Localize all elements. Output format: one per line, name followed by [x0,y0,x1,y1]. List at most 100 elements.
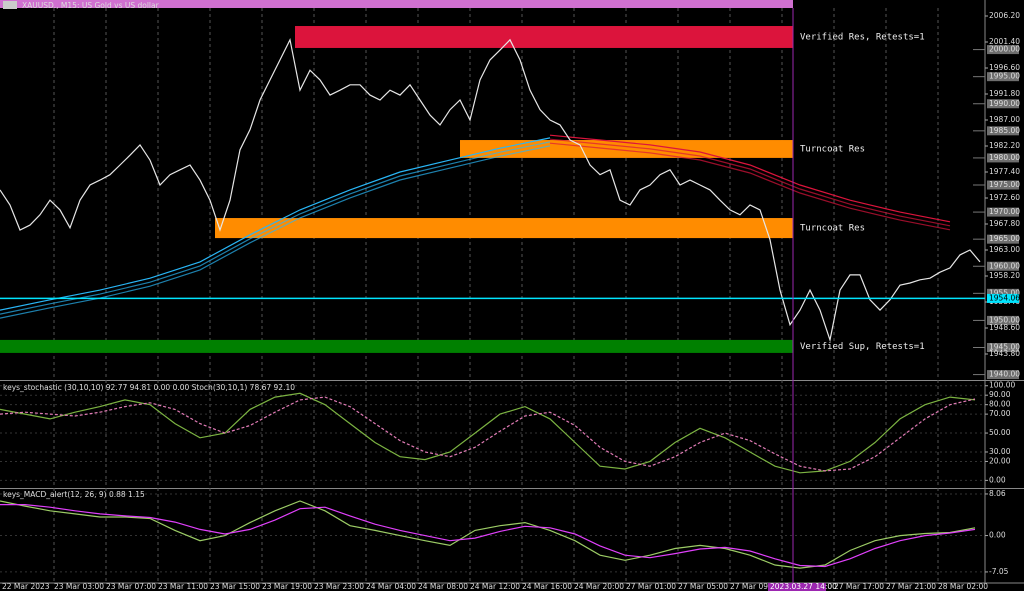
y-tick-label: 50.00 [989,428,1011,437]
zone-label: Turncoat Res [800,224,865,234]
level-label: 1970.00 [989,207,1020,216]
y-tick-label: 0.00 [989,531,1006,540]
macd-title: keys_MACD_alert(12, 26, 9) 0.88 1.15 [3,490,145,499]
y-tick-label: 1987.00 [989,115,1020,124]
x-tick-label: 27 Mar 01:00 [626,582,676,591]
level-label: 1995.00 [989,72,1020,81]
moving-average [0,141,551,315]
zone [215,218,793,239]
level-label: 1950.00 [989,315,1020,324]
y-tick-label: 30.00 [989,447,1011,456]
y-tick-label: -7.05 [989,567,1009,576]
x-tick-label: 24 Mar 08:00 [418,582,468,591]
y-tick-label: 1982.20 [989,141,1020,150]
y-tick-label: 1958.20 [989,271,1020,280]
stoch-title: keys_stochastic (30,10,10) 92.77 94.81 0… [3,383,295,392]
moving-average [549,138,951,227]
level-box [987,288,1019,298]
x-tick-label: 23 Mar 23:00 [314,582,364,591]
level-label: 1975.00 [989,180,1020,189]
x-tick-label: 27 Mar 21:00 [886,582,936,591]
zone [460,140,793,158]
y-tick-label: 1943.80 [989,349,1020,358]
y-tick-label: 80.00 [989,400,1011,409]
x-tick-label: 24 Mar 04:00 [366,582,416,591]
level-box [987,234,1019,244]
x-tick-label: 23 Mar 19:00 [262,582,312,591]
level-box [987,153,1019,163]
moving-average [549,134,951,223]
y-tick-label: 2006.20 [989,11,1020,20]
x-tick-label: 28 Mar 02:00 [938,582,988,591]
zone-label: Verified Sup, Retests=1 [800,342,925,352]
level-label: 1945.00 [989,343,1020,352]
level-box [987,45,1019,55]
series-line [0,37,981,343]
zone [295,26,793,48]
series-line [0,504,976,568]
x-tick-label: 27 Mar 05:00 [678,582,728,591]
cursor-label: 2023.03.27 14:00 [770,582,837,591]
y-tick-label: 0.00 [989,475,1006,484]
y-tick-label: 90.00 [989,390,1011,399]
level-label: 1985.00 [989,126,1020,135]
level-label: 1960.00 [989,261,1020,270]
level-label: 1980.00 [989,153,1020,162]
zone-label: Turncoat Res [800,144,865,154]
level-label: 1955.00 [989,288,1020,297]
zone [0,339,793,353]
x-tick-label: 23 Mar 07:00 [106,582,156,591]
y-tick-label: 1963.00 [989,245,1020,254]
zone-label: Verified Res, Retests=1 [800,32,925,42]
x-tick-label: 23 Mar 11:00 [158,582,208,591]
y-tick-label: 100.00 [989,381,1015,390]
y-tick-label: 1967.80 [989,219,1020,228]
top-bar [0,0,793,8]
level-label: 2000.00 [989,45,1020,54]
x-tick-label: 23 Mar 03:00 [54,582,104,591]
level-box [987,261,1019,271]
x-tick-label: 27 Mar 09:00 [730,582,780,591]
y-tick-label: 2001.40 [989,37,1020,46]
y-tick-label: 8.06 [989,489,1006,498]
x-tick-label: 24 Mar 12:00 [470,582,520,591]
level-box [987,126,1019,136]
level-box [987,343,1019,352]
cursor-box [768,583,826,591]
y-tick-label: 20.00 [989,456,1011,465]
x-tick-label: 22 Mar 2023 [2,582,50,591]
h-line-box [987,293,1019,303]
moving-average [0,137,551,311]
y-tick-label: 1996.60 [989,63,1020,72]
level-label: 1990.00 [989,99,1020,108]
x-tick-label: 24 Mar 20:00 [574,582,624,591]
symbol-icon [3,1,17,9]
level-label: 1940.00 [989,370,1020,379]
y-tick-label: 1948.60 [989,323,1020,332]
level-box [987,180,1019,190]
y-tick-label: 1972.60 [989,193,1020,202]
moving-average [549,142,951,231]
level-box [987,99,1019,109]
series-line [0,396,976,472]
level-box [987,315,1019,325]
chart-title: XAUUSD., M15: US Gold vs US dollar [22,1,160,10]
y-tick-label: 70.00 [989,409,1011,418]
panel: Verified Res, Retests=1 Turncoat Res Turnc… [0,11,1020,380]
series-line [0,392,976,474]
h-line-label: 1954.06 [989,293,1020,302]
y-tick-label: 1977.40 [989,167,1020,176]
level-label: 1965.00 [989,234,1020,243]
x-tick-label: 27 Mar 17:00 [834,582,884,591]
level-box [987,72,1019,82]
level-box [987,370,1019,380]
level-box [987,207,1019,217]
y-tick-label: 1991.80 [989,89,1020,98]
x-tick-label: 24 Mar 16:00 [522,582,572,591]
moving-average [0,145,551,319]
panel: 8.06 0.00 -7.05 [0,489,1009,576]
x-tick-label: 23 Mar 15:00 [210,582,260,591]
